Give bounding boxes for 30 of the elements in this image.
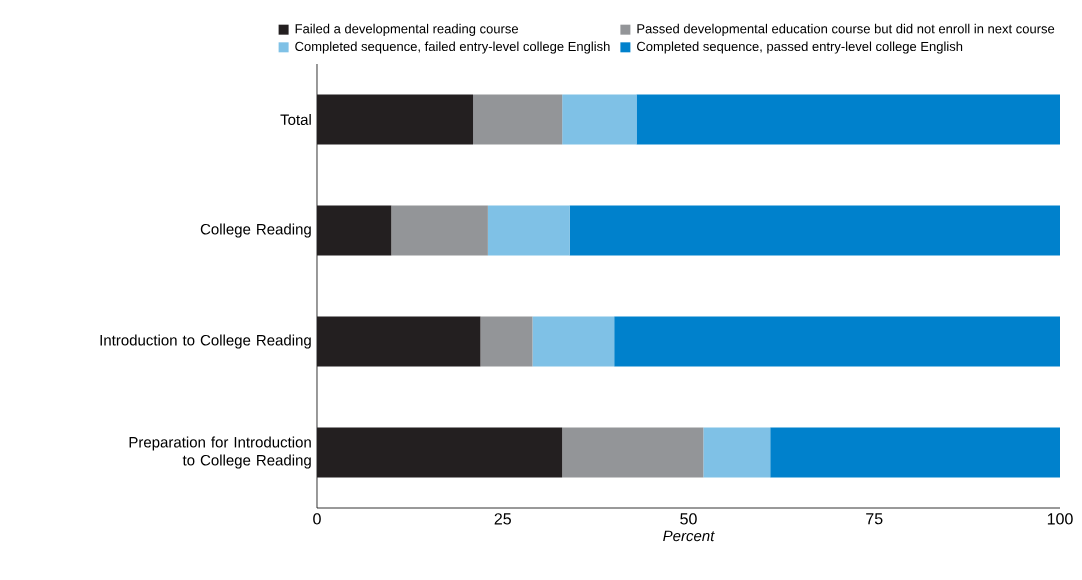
- bar: [569, 205, 1060, 256]
- bar: [562, 94, 637, 145]
- y-tick-label: Preparation for Introduction to College Reading: [129, 436, 311, 469]
- bar: [480, 316, 533, 367]
- x-tick-label: 0: [313, 513, 321, 525]
- bar: [391, 205, 488, 256]
- legend-label: Completed sequence, passed entry-level college English: [637, 41, 963, 54]
- y-tick-label: Total: [280, 113, 311, 126]
- x-axis-title: Percent: [663, 530, 715, 542]
- bar: [317, 205, 392, 256]
- bar: [703, 427, 771, 478]
- x-tick-label: 75: [866, 513, 883, 525]
- bar: [636, 94, 1060, 145]
- y-tick-label: Introduction to College Reading: [100, 334, 311, 349]
- bar: [317, 94, 474, 145]
- x-tick-label: 50: [680, 513, 697, 525]
- bar: [473, 94, 563, 145]
- y-tick-label: College Reading: [200, 223, 311, 238]
- legend-label: Completed sequence, failed entry-level college English: [295, 41, 610, 54]
- legend-label: Passed developmental education course but did not enroll in next course: [637, 23, 1055, 36]
- bar: [487, 205, 570, 256]
- bar: [770, 427, 1060, 478]
- bar: [317, 316, 481, 367]
- bar: [614, 316, 1060, 367]
- x-tick-label: 100: [1047, 513, 1073, 525]
- bar: [532, 316, 615, 367]
- bar: [317, 427, 563, 478]
- legend-label: Failed a developmental reading course: [295, 23, 519, 36]
- x-tick-label: 25: [494, 513, 511, 525]
- bar: [562, 427, 704, 478]
